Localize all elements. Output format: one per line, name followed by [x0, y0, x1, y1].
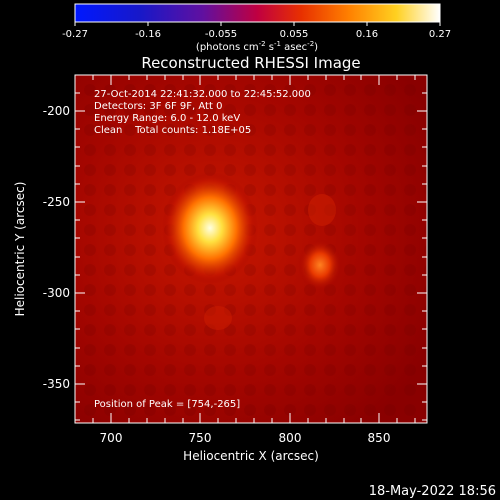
axes-frame [74, 74, 428, 424]
y-axis-label: Heliocentric Y (arcsec) [13, 182, 27, 317]
source-peak [162, 172, 258, 284]
time-range-text: 27-Oct-2014 22:41:32.000 to 22:45:52.000 [94, 89, 311, 100]
rhessi-image [75, 75, 427, 423]
annotations: 27-Oct-2014 22:41:32.000 to 22:45:52.000… [94, 89, 311, 410]
y-tick-label: -300 [43, 286, 70, 300]
x-tick-label: 800 [279, 431, 302, 445]
x-tick-label: 700 [100, 431, 123, 445]
colorbar-frame [74, 3, 441, 23]
colorbar-gradient [75, 4, 440, 22]
y-tick-labels: -200 -250 -300 -350 [43, 104, 70, 391]
clean-counts-text: Clean Total counts: 1.18E+05 [94, 125, 251, 136]
colorbar-tick: -0.055 [205, 29, 237, 40]
colorbar-tick: 0.16 [356, 29, 378, 40]
x-tick-label: 850 [368, 431, 391, 445]
energy-range-text: Energy Range: 6.0 - 12.0 keV [94, 113, 240, 124]
colorbar-tick: 0.27 [429, 29, 451, 40]
colorbar: -0.27 -0.16 -0.055 0.055 0.16 0.27 (phot… [62, 3, 451, 53]
source-secondary [298, 239, 342, 291]
y-tick-label: -350 [43, 377, 70, 391]
y-tick-label: -250 [43, 195, 70, 209]
y-tick-label: -200 [43, 104, 70, 118]
detectors-text: Detectors: 3F 6F 9F, Att 0 [94, 101, 222, 112]
colorbar-units: (photons cm-2 s-1 asec-2) [196, 40, 318, 53]
x-tick-labels: 700 750 800 850 [100, 431, 391, 445]
x-axis-label: Heliocentric X (arcsec) [183, 449, 319, 463]
x-tick-label: 750 [189, 431, 212, 445]
colorbar-tick: -0.16 [135, 29, 161, 40]
plot-title: Reconstructed RHESSI Image [141, 54, 360, 72]
colorbar-tick: 0.055 [280, 29, 309, 40]
footer-date: 18-May-2022 18:56 [369, 484, 496, 499]
peak-position-text: Position of Peak = [754,-265] [94, 399, 240, 410]
colorbar-tick: -0.27 [62, 29, 88, 40]
